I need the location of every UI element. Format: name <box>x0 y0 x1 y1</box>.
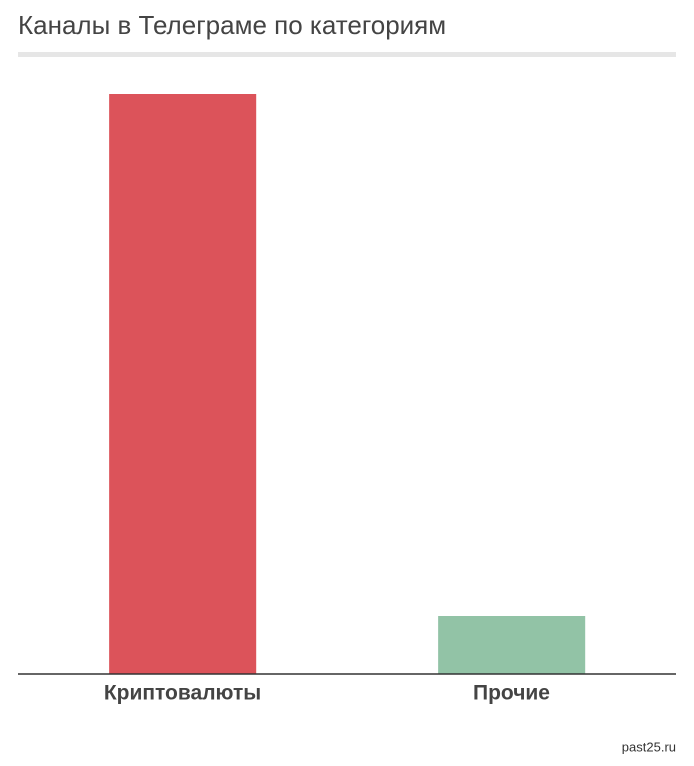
title-rule <box>18 52 676 57</box>
bar <box>438 616 586 674</box>
chart-title: Каналы в Телеграме по категориям <box>18 10 446 40</box>
x-tick-label: Криптовалюты <box>104 682 261 705</box>
x-tick-label: Прочие <box>473 682 550 705</box>
bar <box>109 94 257 674</box>
source: past25.ru <box>622 739 676 754</box>
